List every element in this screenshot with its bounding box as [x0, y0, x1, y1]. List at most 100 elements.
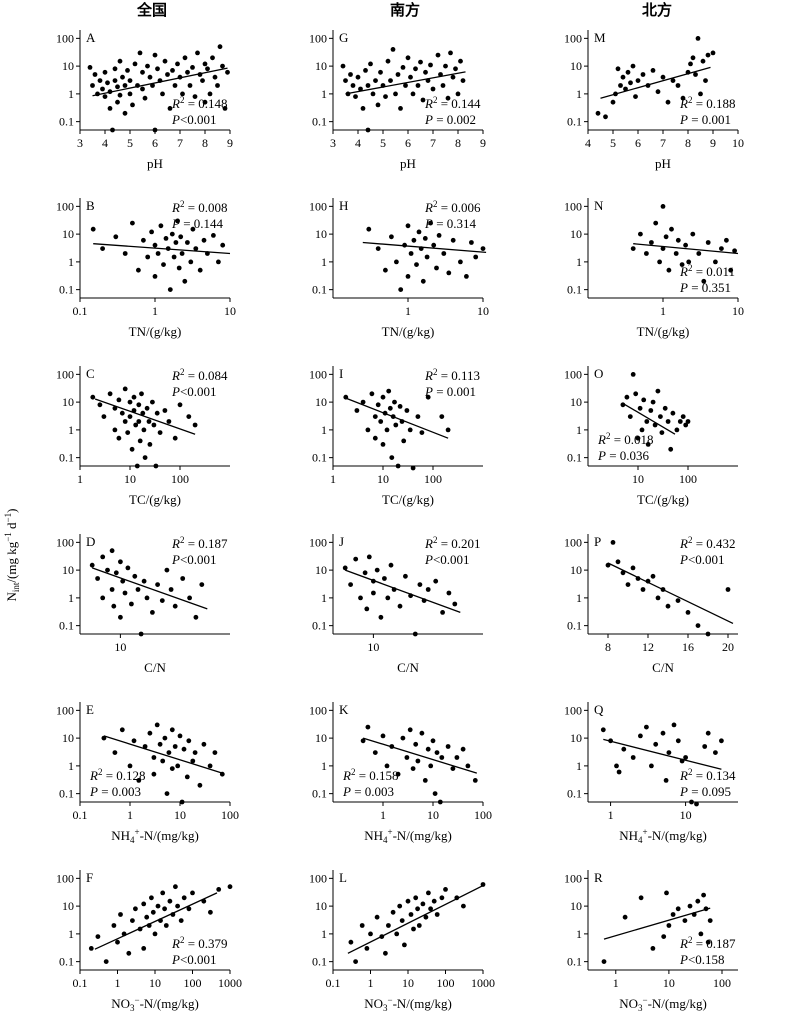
data-point — [668, 446, 674, 452]
panel-letter: L — [339, 870, 347, 885]
data-point — [142, 455, 148, 460]
data-point — [698, 931, 704, 937]
data-point — [216, 887, 222, 892]
data-point — [445, 744, 451, 749]
data-point — [680, 95, 686, 101]
stat-r2: R2 = 0.201 — [424, 535, 481, 551]
data-point — [210, 55, 215, 61]
data-point — [374, 567, 380, 573]
data-point — [162, 735, 168, 741]
data-point — [628, 80, 633, 86]
x-tick-label: 1000 — [471, 976, 495, 990]
data-point — [393, 91, 398, 97]
data-point — [441, 251, 447, 256]
data-point — [127, 763, 133, 769]
data-point — [365, 127, 371, 133]
x-tick-label: 1 — [115, 976, 121, 990]
data-point — [695, 623, 701, 628]
data-point — [719, 738, 724, 744]
stat-r2: R2 = 0.187 — [171, 535, 228, 551]
data-point — [655, 595, 661, 601]
x-tick-label: 5 — [380, 136, 386, 150]
column-title-national: 全国 — [136, 1, 167, 19]
panel-letter: K — [339, 702, 349, 717]
data-point — [158, 223, 164, 229]
data-point — [705, 52, 711, 58]
x-tick-label: 8 — [605, 640, 611, 654]
column-title-north: 北方 — [642, 1, 672, 19]
y-tick-label: 0.1 — [567, 955, 582, 969]
data-point — [117, 58, 123, 64]
data-point — [389, 455, 395, 460]
data-point — [662, 405, 668, 411]
x-tick-label: 4 — [355, 136, 361, 150]
data-point — [360, 399, 366, 405]
y-tick-label: 0.1 — [312, 955, 327, 969]
data-point — [657, 259, 662, 265]
stat-r2: R2 = 0.134 — [679, 767, 736, 783]
data-point — [163, 236, 169, 241]
data-point — [410, 91, 416, 97]
x-tick-label: 10 — [174, 808, 186, 822]
data-point — [110, 127, 115, 133]
y-tick-label: 1 — [68, 87, 74, 101]
y-tick-label: 0.1 — [59, 451, 74, 465]
data-point — [430, 738, 436, 744]
stat-p: P = 0.144 — [171, 216, 224, 231]
data-point — [132, 61, 138, 67]
data-point — [169, 727, 175, 733]
x-tick-label: 3 — [330, 136, 336, 150]
data-point — [125, 565, 131, 571]
data-point — [133, 906, 138, 912]
data-point — [393, 422, 399, 428]
data-point — [420, 278, 426, 284]
data-point — [177, 733, 183, 739]
data-point — [615, 66, 621, 72]
data-point — [181, 746, 187, 752]
data-point — [674, 427, 680, 433]
data-point — [147, 74, 153, 80]
x-tick-label: 10 — [732, 304, 744, 318]
data-point — [100, 554, 106, 560]
data-point — [620, 74, 626, 80]
stat-p: P<0.158 — [679, 952, 725, 967]
data-point — [435, 52, 441, 58]
data-point — [380, 442, 386, 447]
data-point — [103, 959, 109, 964]
y-tick-label: 0.1 — [567, 619, 582, 633]
data-point — [630, 63, 636, 69]
stat-r2: R2 = 0.158 — [342, 767, 399, 783]
data-point — [383, 94, 388, 99]
data-point — [655, 89, 661, 95]
data-point — [152, 127, 158, 133]
data-point — [683, 422, 689, 428]
y-tick-label: 1 — [68, 591, 74, 605]
data-point — [170, 68, 175, 73]
data-point — [461, 903, 466, 909]
data-point — [630, 246, 636, 251]
data-point — [190, 65, 195, 70]
data-point — [120, 578, 126, 584]
x-tick-label: 10 — [377, 472, 389, 486]
data-point — [359, 923, 365, 928]
data-point — [358, 595, 363, 601]
data-point — [434, 265, 439, 271]
data-point — [195, 50, 200, 56]
stat-p: P = 0.001 — [679, 112, 731, 127]
data-point — [408, 251, 414, 256]
data-point — [188, 259, 194, 265]
data-point — [388, 562, 394, 568]
x-axis-label: C/N — [397, 660, 419, 675]
data-point — [112, 66, 118, 72]
data-point — [142, 744, 148, 749]
data-point — [159, 598, 165, 603]
data-point — [658, 414, 663, 419]
panel-R: 100 10 1 0.1 1 10 100 NO3−-N/(mg/kg) R R2 = 0.187… — [564, 870, 738, 1013]
data-point — [443, 887, 448, 892]
x-tick-label: 1 — [660, 304, 666, 318]
data-point — [725, 587, 731, 592]
data-point — [360, 738, 366, 744]
